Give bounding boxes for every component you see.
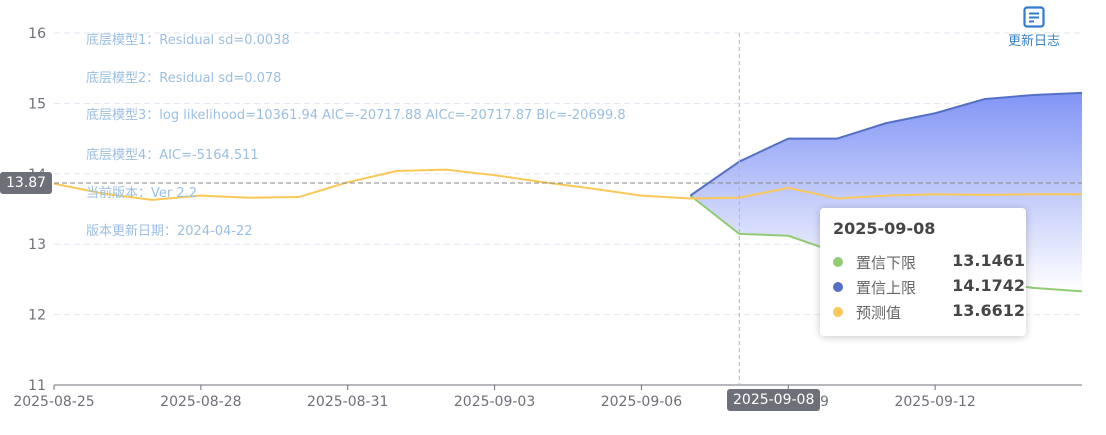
tooltip-row-upper: 置信上限 14.1742: [833, 276, 1025, 298]
tooltip: 2025-09-08 置信下限 13.1461 置信上限 14.1742 预测值…: [820, 208, 1026, 336]
info-line-update-date: 版本更新日期：2024-04-22: [86, 224, 253, 239]
tooltip-row-forecast: 预测值 13.6612: [833, 301, 1025, 323]
x-tick-label: 2025-09-06: [601, 394, 682, 410]
document-icon: [1023, 6, 1045, 28]
info-line-model1: 底层模型1：Residual sd=0.0038: [86, 33, 290, 48]
tooltip-series-name: 置信下限: [856, 254, 917, 272]
changelog-button[interactable]: 更新日志: [1002, 6, 1066, 49]
info-line-version: 当前版本：Ver 2.2: [86, 186, 198, 201]
legend-dot-icon: [833, 282, 843, 292]
changelog-label: 更新日志: [1007, 34, 1060, 49]
y-tick-label: 16: [28, 26, 46, 42]
x-tick-label: 2025-09-12: [894, 394, 975, 410]
x-tick-label: 2025-08-31: [307, 394, 388, 410]
tooltip-title: 2025-09-08: [833, 219, 936, 238]
series-line-2: [53, 168, 1082, 201]
info-line-model2: 底层模型2：Residual sd=0.078: [86, 71, 282, 86]
legend-dot-icon: [833, 257, 843, 267]
x-tick-label: 2025-08-25: [13, 394, 94, 410]
x-tick-label: 2025-08-28: [160, 394, 241, 410]
tooltip-series-name: 置信上限: [856, 279, 917, 297]
y-tick-label: 11: [28, 378, 46, 394]
tooltip-row-lower: 置信下限 13.1461: [833, 251, 1025, 273]
axis-pointer-x-label: 2025-09-08: [727, 389, 821, 411]
x-tick-label: 2025-09-03: [454, 394, 535, 410]
grid-lines: [54, 32, 1082, 316]
tooltip-series-value: 13.1461: [952, 251, 1025, 270]
legend-dot-icon: [833, 307, 843, 317]
info-line-model4: 底层模型4：AIC=-5164.511: [86, 148, 259, 163]
tooltip-series-name: 预测值: [856, 304, 902, 322]
mark-lines: [54, 33, 1082, 385]
markline-label: 13.87: [0, 172, 53, 194]
tooltip-series-value: 14.1742: [952, 276, 1025, 295]
y-tick-label: 12: [28, 308, 46, 324]
y-tick-label: 13: [28, 237, 46, 253]
y-tick-label: 15: [28, 96, 46, 112]
tooltip-series-value: 13.6612: [952, 301, 1025, 320]
info-line-model3: 底层模型3：log likelihood=10361.94 AIC=-20717…: [86, 108, 626, 123]
